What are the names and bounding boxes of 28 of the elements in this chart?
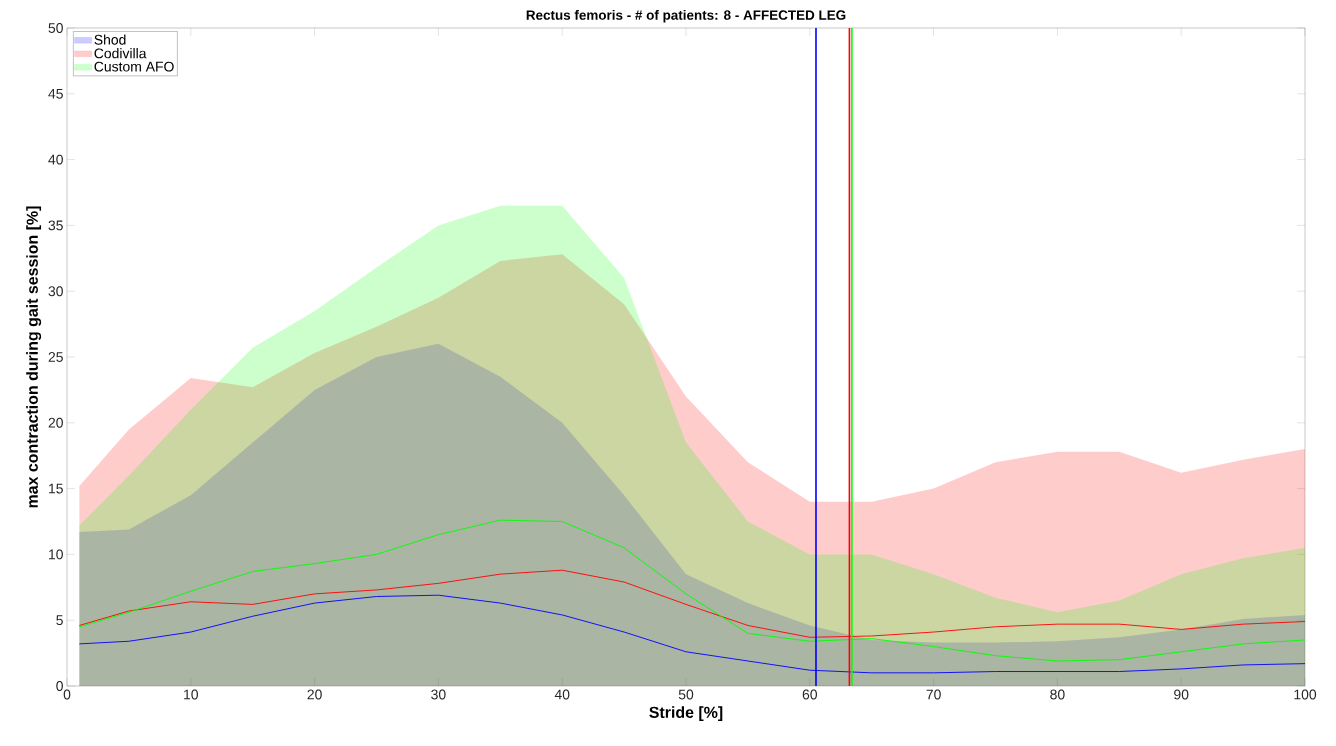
y-tick-label: 10	[49, 549, 63, 560]
x-axis-title: Stride [%]	[649, 706, 723, 722]
x-tick-label: 10	[184, 689, 199, 700]
y-tick-label: 45	[48, 88, 63, 99]
y-tick-label: 30	[48, 286, 63, 297]
y-tick-label: 35	[48, 220, 63, 231]
x-tick-label: 80	[1050, 689, 1065, 700]
y-tick-label: 40	[48, 154, 63, 165]
y-tick-label: 25	[48, 352, 63, 362]
y-tick-label: 50	[48, 23, 63, 33]
x-tick-label: 100	[1294, 689, 1317, 700]
x-tick-label: 70	[926, 689, 941, 700]
chart-title: Rectus femoris - # of patients: 8 - AFFECTED LEG	[526, 9, 846, 23]
legend-label: Custom AFO	[94, 61, 174, 72]
x-tick-label: 30	[431, 689, 446, 700]
y-tick-label: 0	[56, 681, 63, 691]
x-tick-label: 50	[678, 689, 694, 700]
x-tick-label: 0	[63, 689, 71, 700]
x-tick-label: 60	[802, 689, 818, 700]
y-tick-label: 20	[48, 417, 63, 428]
x-tick-label: 20	[307, 689, 322, 700]
legend-label: Codivilla	[94, 48, 147, 59]
x-tick-label: 40	[554, 689, 570, 700]
y-axis-title: max contraction during gait session [%]	[26, 206, 42, 508]
y-tick-label: 5	[56, 615, 63, 626]
x-tick-label: 90	[1174, 689, 1189, 700]
y-tick-label: 15	[49, 483, 63, 494]
legend-label: Shod	[94, 34, 126, 45]
